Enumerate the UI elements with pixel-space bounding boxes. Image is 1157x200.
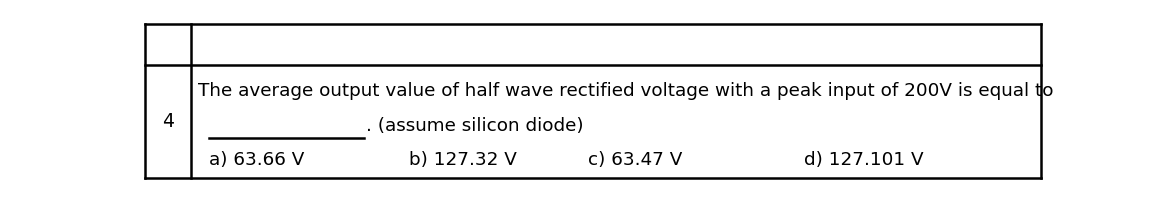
Text: d) 127.101 V: d) 127.101 V <box>804 151 923 169</box>
Text: The average output value of half wave rectified voltage with a peak input of 200: The average output value of half wave re… <box>199 82 1054 100</box>
Text: a) 63.66 V: a) 63.66 V <box>209 151 304 169</box>
Text: . (assume silicon diode): . (assume silicon diode) <box>366 117 584 135</box>
Text: b) 127.32 V: b) 127.32 V <box>410 151 517 169</box>
Text: 4: 4 <box>162 112 174 131</box>
Text: c) 63.47 V: c) 63.47 V <box>589 151 683 169</box>
